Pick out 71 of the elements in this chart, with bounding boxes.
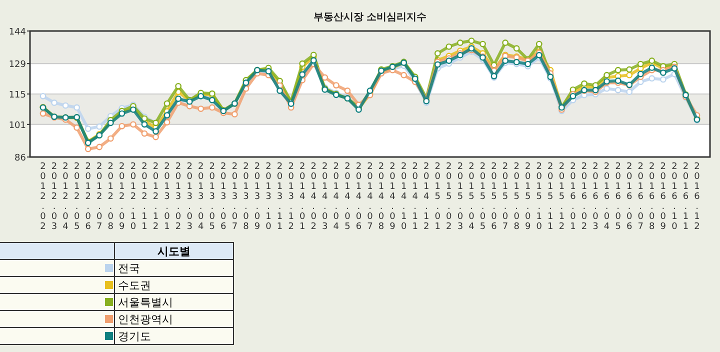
x-tick-label: 2015.10 [534,162,544,232]
x-tick-label: 2014.04 [331,162,342,232]
y-tick-label: 115 [8,90,26,100]
x-tick-label: 2012.12 [150,162,161,232]
x-tick-label: 2014.08 [376,162,386,232]
x-tick-label: 2016.01 [568,162,578,232]
legend-label: 경기도 [114,328,234,344]
x-tick-label: 2013.06 [218,162,228,232]
x-tick-label: 2013.05 [207,162,218,232]
legend-label: 수도권 [114,276,234,294]
x-tick-label: 2014.05 [342,162,352,232]
x-tick-label: 2016.10 [669,162,680,232]
x-tick-label: 2013.01 [162,162,172,232]
x-tick-label: 2014.09 [388,162,398,232]
y-tick-label: 144 [8,28,26,38]
x-tick-label: 2012.02 [38,162,48,232]
x-tick-label: 2013.04 [196,162,206,232]
x-tick-label: 2013.12 [286,162,296,232]
x-tick-label: 2015.11 [545,162,556,232]
x-tick-label: 2015.12 [556,162,567,232]
x-tick-label: 2015.06 [489,162,500,232]
x-tick-label: 2012.07 [94,162,104,232]
x-tick-label: 2012.08 [106,162,116,232]
x-tick-label: 2015.05 [478,162,488,232]
x-tick-label: 2013.11 [274,162,285,232]
x-tick-label: 2012.05 [72,162,82,232]
x-tick-label: 2012.03 [49,162,60,232]
x-tick-label: 2013.03 [184,162,195,232]
x-tick-label: 2016.03 [590,162,601,232]
x-tick-label: 2014.03 [320,162,330,232]
x-tick-label: 2014.11 [410,162,420,232]
x-tick-label: 2013.10 [264,162,274,232]
x-tick-label: 2015.03 [455,162,466,232]
x-tick-label: 2015.07 [500,162,510,232]
x-tick-label: 2014.06 [354,162,364,232]
x-tick-label: 2012.10 [128,162,138,232]
x-tick-label: 2012.09 [116,162,127,232]
x-tick-label: 2013.07 [230,162,240,232]
x-tick-label: 2014.02 [308,162,319,232]
x-tick-label: 2016.08 [646,162,657,232]
y-tick-label: 129 [8,60,26,70]
x-tick-label: 2016.07 [636,162,646,232]
x-tick-label: 2013.08 [240,162,251,232]
y-tick-label: 86 [14,154,26,164]
x-tick-label: 2012.11 [139,162,150,232]
x-tick-label: 2016.12 [692,162,702,232]
x-tick-label: 2016.09 [658,162,668,232]
x-tick-label: 2014.12 [421,162,432,232]
x-tick-label: 2014.07 [365,162,375,232]
x-tick-label: 2015.01 [432,162,443,232]
x-tick-label: 2014.10 [398,162,409,232]
x-tick-label: 2013.09 [252,162,262,232]
legend-label: 인천광역시 [114,310,234,328]
x-tick-label: 2013.02 [173,162,184,232]
x-tick-label: 2015.08 [512,162,522,232]
x-tick-label: 2015.04 [466,162,476,232]
chart-title: 부동산시장 소비심리지수 [313,12,427,23]
x-tick-label: 2015.02 [444,162,454,232]
x-tick-label: 2016.02 [579,162,590,232]
x-tick-label: 2016.04 [602,162,612,232]
x-tick-label: 2012.06 [83,162,94,232]
legend-label: 전국 [114,260,234,276]
x-tick-label: 2012.04 [60,162,71,232]
x-tick-label: 2016.11 [680,162,691,232]
x-tick-label: 2016.06 [624,162,634,232]
x-tick-label: 2016.05 [613,162,624,232]
y-tick-label: 101 [8,120,26,131]
legend-title: 시도별 [114,242,234,260]
legend-label: 서울특별시 [114,294,234,310]
x-tick-label: 2015.09 [522,162,533,232]
x-tick-label: 2014.01 [297,162,308,232]
